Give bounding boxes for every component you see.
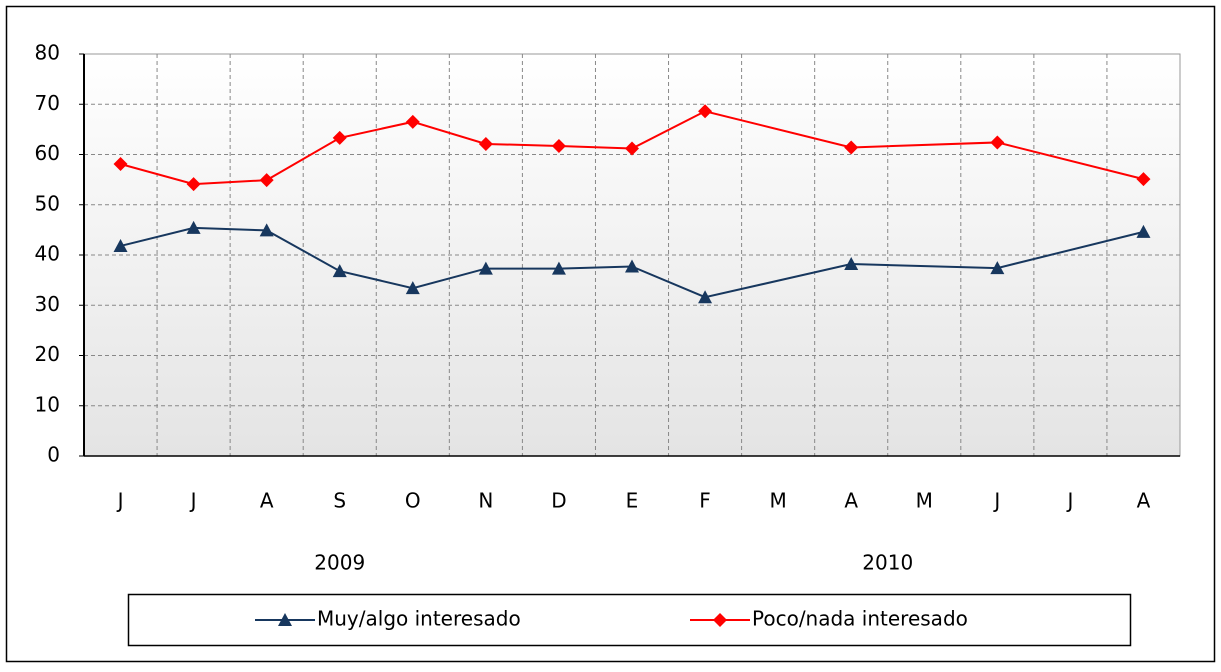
x-tick-label: M <box>916 489 933 513</box>
marker <box>551 138 566 153</box>
x-tick-label: E <box>626 489 639 513</box>
y-tick-label: 10 <box>35 392 60 416</box>
x-tick-label: J <box>116 489 124 513</box>
marker <box>990 261 1005 275</box>
marker <box>113 238 128 252</box>
x-tick-label: A <box>844 489 858 513</box>
marker <box>478 136 493 151</box>
y-tick-label: 0 <box>47 443 60 467</box>
marker <box>625 259 639 273</box>
x-tick-label: M <box>770 489 787 513</box>
x-tick-label: J <box>992 489 1000 513</box>
marker <box>551 261 566 275</box>
marker <box>259 173 274 188</box>
y-tick-label: 60 <box>35 141 60 165</box>
legend-marker <box>713 613 727 627</box>
marker <box>990 135 1005 150</box>
x-tick-label: J <box>1065 489 1073 513</box>
marker <box>405 281 420 295</box>
marker <box>332 130 347 145</box>
x-tick-label: N <box>478 489 493 513</box>
year-label: 2009 <box>314 551 365 575</box>
marker <box>844 257 859 271</box>
marker <box>332 264 347 278</box>
x-tick-label: O <box>405 489 421 513</box>
series-line <box>120 226 1144 299</box>
marker <box>405 114 420 129</box>
y-tick-label: 20 <box>35 342 60 366</box>
x-tick-label: A <box>1137 489 1151 513</box>
marker <box>698 290 713 304</box>
marker <box>478 261 493 275</box>
y-tick-label: 70 <box>35 91 60 115</box>
marker <box>1136 224 1151 238</box>
year-label: 2010 <box>862 551 913 575</box>
y-tick-label: 30 <box>35 292 60 316</box>
legend-label: Muy/algo interesado <box>317 607 521 631</box>
x-tick-label: A <box>260 489 274 513</box>
marker <box>698 104 713 119</box>
marker <box>1136 172 1151 187</box>
y-tick-label: 50 <box>35 191 60 215</box>
y-tick-label: 40 <box>35 242 60 266</box>
marker <box>186 177 201 192</box>
marker <box>259 223 274 237</box>
marker <box>186 220 201 234</box>
series-line <box>120 110 1144 186</box>
y-tick-label: 80 <box>35 41 60 65</box>
marker <box>844 140 859 155</box>
marker <box>625 141 639 156</box>
x-tick-label: D <box>551 489 566 513</box>
x-tick-label: F <box>699 489 711 513</box>
x-tick-label: J <box>189 489 197 513</box>
marker <box>113 157 128 172</box>
x-tick-label: S <box>333 489 346 513</box>
legend-label: Poco/nada interesado <box>752 607 968 631</box>
legend-marker <box>278 613 292 626</box>
